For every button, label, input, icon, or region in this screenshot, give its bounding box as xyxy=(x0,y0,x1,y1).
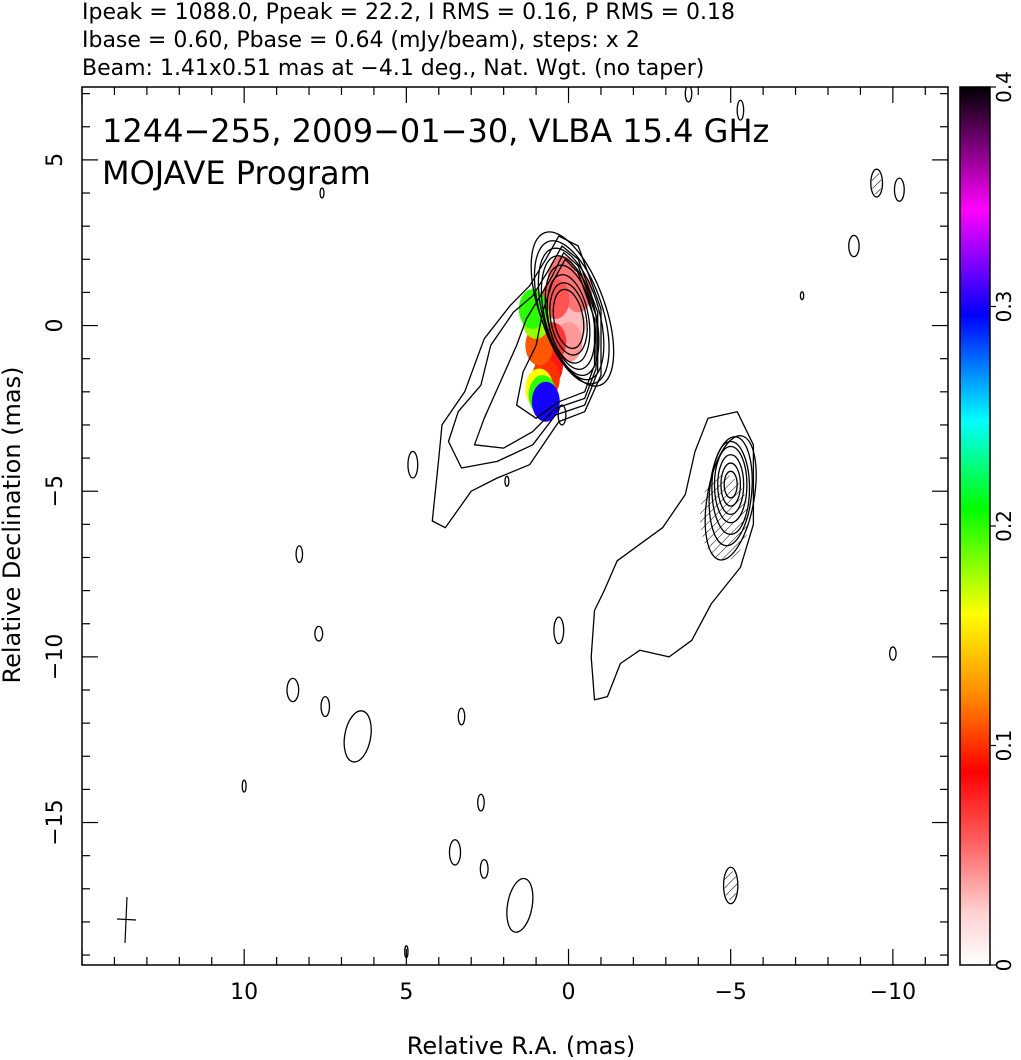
axis-ticks: 10 5 0 −5 −10 5 0 −5 −10 −15 xyxy=(43,87,948,1005)
x-tick-label: −5 xyxy=(714,980,746,1005)
contour-38 xyxy=(319,187,325,199)
contour-4 xyxy=(540,255,600,377)
contour-18 xyxy=(286,677,300,703)
contour-36 xyxy=(736,99,745,121)
contour-0 xyxy=(552,288,585,350)
header-line-2: Ibase = 0.60, Pbase = 0.64 (mJy/beam), s… xyxy=(82,28,640,53)
contour-39 xyxy=(504,475,510,487)
colorbar-tick-label: 0.3 xyxy=(992,291,1016,323)
y-tick-label: −10 xyxy=(43,634,68,680)
header-line-3: Beam: 1.41x0.51 mas at −4.1 deg., Nat. W… xyxy=(82,56,704,81)
colorbar-gradient xyxy=(959,86,991,966)
x-axis-label: Relative R.A. (mas) xyxy=(407,1032,635,1060)
colorbar-tick-label: 0.4 xyxy=(992,71,1016,103)
contour-15 xyxy=(407,450,419,479)
contour-layer xyxy=(241,87,905,959)
plot-frame xyxy=(81,86,949,966)
jet-contour-0 xyxy=(431,235,602,529)
x-tick-label: −10 xyxy=(870,980,916,1005)
source-annotation: 1244−255, 2009−01−30, VLBA 15.4 GHz xyxy=(102,112,769,150)
y-tick-label: 0 xyxy=(43,319,68,333)
contour-16 xyxy=(295,545,304,564)
south-contour-0 xyxy=(590,411,755,701)
colorbar-ticks: 0 0.1 0.2 0.3 0.4 xyxy=(990,71,1016,971)
contour-21 xyxy=(457,707,466,726)
contour-7 xyxy=(530,231,615,387)
contour-17 xyxy=(314,625,324,642)
jet-contour-3 xyxy=(515,258,596,419)
y-tick-label: 5 xyxy=(43,153,68,167)
contour-26 xyxy=(479,858,489,879)
contour-32 xyxy=(870,168,884,198)
y-tick-label: −5 xyxy=(43,475,68,507)
beam-cross xyxy=(116,896,137,944)
contour-12 xyxy=(711,440,751,535)
x-tick-label: 10 xyxy=(230,980,258,1005)
hatched-region-2 xyxy=(871,171,882,195)
jet-contour-1 xyxy=(447,245,599,469)
contour-30 xyxy=(722,866,739,905)
plot-area xyxy=(241,87,905,959)
contour-8 xyxy=(723,470,738,499)
colorbar-tick-label: 0.2 xyxy=(992,510,1016,542)
jet-contour-2 xyxy=(473,252,597,449)
header-line-1: Ipeak = 1088.0, Ppeak = 22.2, I RMS = 0.… xyxy=(82,0,735,25)
contour-2 xyxy=(546,274,591,364)
x-tick-label: 5 xyxy=(399,980,413,1005)
contour-10 xyxy=(717,454,745,516)
contour-11 xyxy=(713,445,748,524)
contour-19 xyxy=(320,695,331,718)
x-tick-label: 0 xyxy=(562,980,576,1005)
colorbar-tick-label: 0 xyxy=(992,959,1016,972)
contour-1 xyxy=(549,282,588,356)
contour-37 xyxy=(684,87,693,103)
contour-33 xyxy=(893,177,905,202)
contour-29 xyxy=(241,779,247,793)
contour-31 xyxy=(848,234,860,258)
contour-23 xyxy=(557,404,567,426)
contour-22 xyxy=(553,616,565,645)
colorbar: 0 0.1 0.2 0.3 0.4 xyxy=(959,71,1016,971)
contour-24 xyxy=(477,793,485,812)
contour-9 xyxy=(720,462,742,507)
contour-34 xyxy=(888,646,897,661)
y-axis-label: Relative Declination (mas) xyxy=(0,366,26,683)
hatched-regions xyxy=(699,171,882,901)
contour-20 xyxy=(343,710,372,763)
colorbar-tick-label: 0.1 xyxy=(992,730,1016,762)
y-tick-label: −15 xyxy=(43,799,68,845)
program-annotation: MOJAVE Program xyxy=(102,154,371,192)
contour-27 xyxy=(506,877,534,933)
hatched-region-1 xyxy=(724,870,738,901)
contour-35 xyxy=(799,291,805,301)
contour-25 xyxy=(448,839,462,866)
